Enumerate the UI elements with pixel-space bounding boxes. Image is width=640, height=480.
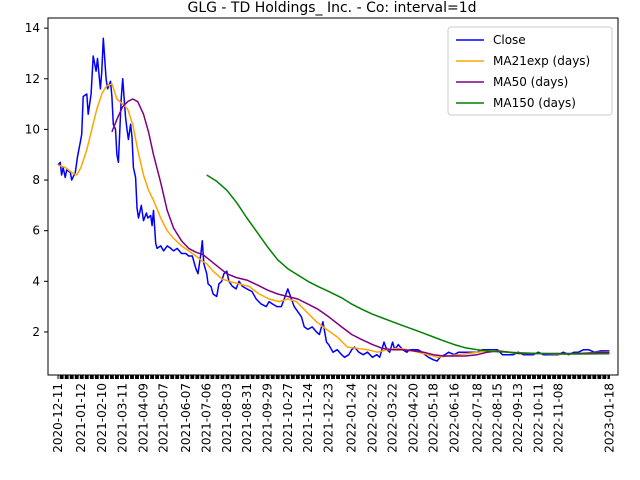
y-axis: 2 4 6 8 10 12 14 (25, 21, 48, 339)
y-tick-label: 6 (32, 224, 40, 238)
legend: Close MA21exp (days) MA50 (days) MA150 (day… (448, 27, 612, 115)
x-tick-label: 2021-02-10 (95, 383, 109, 453)
y-tick-label: 4 (32, 274, 40, 288)
x-tick-label: 2021-07-06 (200, 383, 214, 453)
series-line-ma150-days (207, 175, 610, 354)
x-tick-label: 2022-08-15 (490, 383, 504, 453)
x-tick-label: 2021-12-23 (322, 383, 336, 453)
x-tick-label: 2022-06-16 (447, 383, 461, 453)
x-tick-label: 2021-04-09 (136, 383, 150, 453)
y-tick-label: 8 (32, 173, 40, 187)
series-line-ma50-days (112, 99, 610, 356)
x-tick-label: 2021-11-24 (301, 383, 315, 453)
legend-label: MA21exp (days) (493, 54, 590, 68)
x-tick-label: 2022-02-22 (365, 383, 379, 453)
x-tick-label: 2022-04-20 (406, 383, 420, 453)
legend-label: MA150 (days) (493, 96, 576, 110)
x-tick-label: 2022-09-13 (511, 383, 525, 453)
legend-label: MA50 (days) (493, 75, 568, 89)
x-tick-label: 2021-03-11 (116, 383, 130, 453)
x-tick-label: 2023-01-18 (602, 383, 616, 453)
x-tick-label: 2022-05-18 (427, 383, 441, 453)
x-tick-label: 2022-07-18 (470, 383, 484, 453)
y-tick-label: 12 (25, 72, 40, 86)
x-tick-label: 2022-11-08 (551, 383, 565, 453)
x-tick-label: 2021-06-07 (179, 383, 193, 453)
chart-title: GLG - TD Holdings_ Inc. - Co: interval=1… (187, 0, 476, 16)
x-tick-label: 2021-08-03 (220, 383, 234, 453)
x-tick-label: 2022-01-24 (345, 383, 359, 453)
x-tick-label: 2020-12-11 (51, 383, 65, 453)
legend-label: Close (493, 33, 526, 47)
x-tick-label: 2021-08-31 (240, 383, 254, 453)
x-tick-label: 2022-10-11 (531, 383, 545, 453)
x-tick-label: 2021-09-29 (261, 383, 275, 453)
x-tick-label: 2021-05-07 (157, 383, 171, 453)
x-tick-label: 2021-01-12 (74, 383, 88, 453)
x-tick-label: 2021-10-27 (281, 383, 295, 453)
x-tick-label: 2022-03-22 (386, 383, 400, 453)
series-line-ma21exp-days (58, 84, 609, 358)
x-axis: 2020-12-11 2021-01-12 2021-02-10 2021-03-11… (51, 375, 616, 453)
y-tick-label: 10 (25, 122, 40, 136)
y-tick-label: 2 (32, 325, 40, 339)
y-tick-label: 14 (25, 21, 40, 35)
